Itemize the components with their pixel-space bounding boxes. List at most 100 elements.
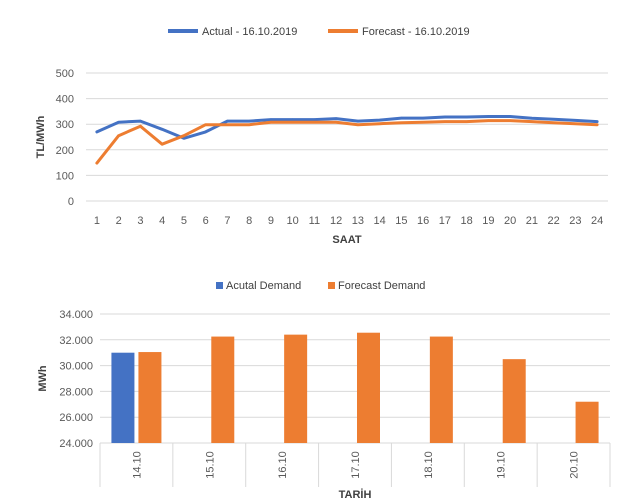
x-tick-label: 19 bbox=[482, 215, 494, 227]
y-tick-label: 200 bbox=[56, 145, 74, 157]
bar-1-3 bbox=[357, 332, 380, 443]
y-tick-label: 300 bbox=[56, 119, 74, 131]
data-point-0-21 bbox=[552, 118, 555, 121]
data-point-1-23 bbox=[595, 123, 599, 126]
y-tick-label: 34.000 bbox=[59, 309, 93, 321]
x-tick-label: 18 bbox=[461, 215, 473, 227]
x-tick-label: 10 bbox=[287, 215, 299, 227]
y-axis-title: TL/MWh bbox=[35, 115, 47, 158]
x-tick-label: 18.10 bbox=[423, 451, 435, 479]
data-point-0-15 bbox=[421, 116, 425, 120]
legend-label-0: Actual - 16.10.2019 bbox=[202, 26, 297, 38]
y-tick-label: 500 bbox=[56, 68, 74, 80]
x-tick-label: 11 bbox=[309, 215, 320, 227]
legend-label-1: Forecast - 16.10.2019 bbox=[362, 26, 470, 38]
x-tick-label: 23 bbox=[569, 215, 581, 227]
x-tick-label: 15 bbox=[395, 215, 407, 227]
x-tick-label: 8 bbox=[246, 215, 252, 227]
y-tick-label: 26.000 bbox=[59, 412, 93, 424]
x-tick-label: 19.10 bbox=[496, 451, 508, 479]
legend-swatch-0 bbox=[216, 282, 223, 289]
x-tick-label: 9 bbox=[268, 215, 274, 227]
legend-label-1: Forecast Demand bbox=[338, 280, 425, 292]
data-point-0-8 bbox=[269, 118, 273, 121]
data-point-0-13 bbox=[378, 118, 381, 122]
data-point-1-7 bbox=[247, 123, 251, 126]
data-point-0-14 bbox=[400, 116, 403, 120]
bar-1-0 bbox=[138, 352, 162, 443]
data-point-0-0 bbox=[95, 130, 99, 134]
x-tick-label: 14 bbox=[374, 215, 386, 227]
x-tick-label: 20.10 bbox=[569, 451, 581, 479]
x-tick-label: 4 bbox=[159, 215, 165, 227]
x-tick-label: 6 bbox=[203, 215, 209, 227]
data-point-0-18 bbox=[487, 115, 490, 118]
data-point-1-2 bbox=[139, 125, 142, 128]
data-point-1-5 bbox=[204, 123, 207, 126]
data-point-1-1 bbox=[117, 134, 120, 137]
legend-label-0: Acutal Demand bbox=[226, 280, 301, 292]
x-tick-label: 20 bbox=[504, 215, 516, 227]
data-point-1-6 bbox=[226, 123, 229, 126]
x-tick-label: 17 bbox=[439, 215, 451, 227]
y-tick-label: 30.000 bbox=[59, 361, 93, 373]
data-point-0-1 bbox=[117, 120, 120, 124]
y-tick-label: 32.000 bbox=[59, 335, 93, 347]
y-axis-title: MWh bbox=[37, 365, 49, 392]
y-tick-label: 28.000 bbox=[59, 386, 93, 398]
x-tick-label: 16.10 bbox=[277, 451, 289, 479]
data-point-0-19 bbox=[508, 115, 512, 118]
y-tick-label: 24.000 bbox=[59, 438, 93, 450]
data-point-0-16 bbox=[443, 115, 447, 119]
data-point-1-21 bbox=[552, 121, 555, 124]
x-tick-label: 13 bbox=[352, 215, 364, 227]
x-tick-label: 1 bbox=[94, 215, 100, 227]
data-point-0-5 bbox=[204, 130, 207, 134]
data-point-0-10 bbox=[313, 118, 316, 121]
x-tick-label: 12 bbox=[330, 215, 342, 227]
bar-1-5 bbox=[502, 359, 526, 443]
x-tick-label: 24 bbox=[591, 215, 603, 227]
bar-1-4 bbox=[429, 336, 453, 443]
data-point-0-20 bbox=[530, 117, 534, 120]
data-point-1-18 bbox=[487, 119, 490, 122]
data-point-0-9 bbox=[291, 118, 294, 121]
data-point-0-11 bbox=[334, 117, 338, 120]
data-point-0-3 bbox=[160, 128, 164, 131]
data-point-1-15 bbox=[421, 120, 425, 124]
x-tick-label: 16 bbox=[417, 215, 429, 227]
x-tick-label: 14.10 bbox=[131, 451, 143, 479]
data-point-1-16 bbox=[443, 120, 447, 123]
data-point-0-7 bbox=[247, 119, 251, 123]
series-line-1 bbox=[95, 119, 599, 165]
x-tick-label: 21 bbox=[526, 215, 538, 227]
x-axis-title: SAAT bbox=[332, 234, 361, 246]
data-point-0-4 bbox=[182, 137, 186, 140]
x-axis-title: TARİH bbox=[339, 488, 372, 501]
data-point-1-9 bbox=[291, 120, 294, 124]
x-tick-label: 15.10 bbox=[204, 451, 216, 479]
y-tick-label: 100 bbox=[56, 170, 74, 182]
data-point-0-23 bbox=[595, 120, 599, 123]
x-tick-label: 22 bbox=[548, 215, 560, 227]
data-point-1-4 bbox=[182, 134, 186, 137]
data-point-1-14 bbox=[400, 121, 403, 124]
data-point-0-22 bbox=[574, 119, 577, 122]
data-point-0-12 bbox=[356, 119, 360, 123]
data-point-1-0 bbox=[95, 161, 99, 165]
data-point-1-22 bbox=[574, 122, 577, 125]
data-point-0-2 bbox=[139, 119, 142, 123]
data-point-1-10 bbox=[313, 120, 316, 124]
price-line-chart: Actual - 16.10.2019 Forecast - 16.10.2019… bbox=[35, 26, 608, 246]
x-tick-label: 7 bbox=[224, 215, 230, 227]
data-point-1-11 bbox=[334, 120, 338, 124]
y-tick-label: 0 bbox=[68, 196, 74, 208]
legend-swatch-1 bbox=[328, 282, 335, 289]
data-point-0-6 bbox=[226, 119, 229, 123]
data-point-1-8 bbox=[269, 120, 273, 124]
x-tick-label: 2 bbox=[116, 215, 122, 227]
demand-bar-chart: Acutal Demand Forecast Demand 24.000 26.000… bbox=[37, 280, 611, 501]
data-point-1-20 bbox=[530, 120, 534, 123]
x-tick-label: 3 bbox=[137, 215, 143, 227]
data-point-1-13 bbox=[378, 122, 381, 125]
